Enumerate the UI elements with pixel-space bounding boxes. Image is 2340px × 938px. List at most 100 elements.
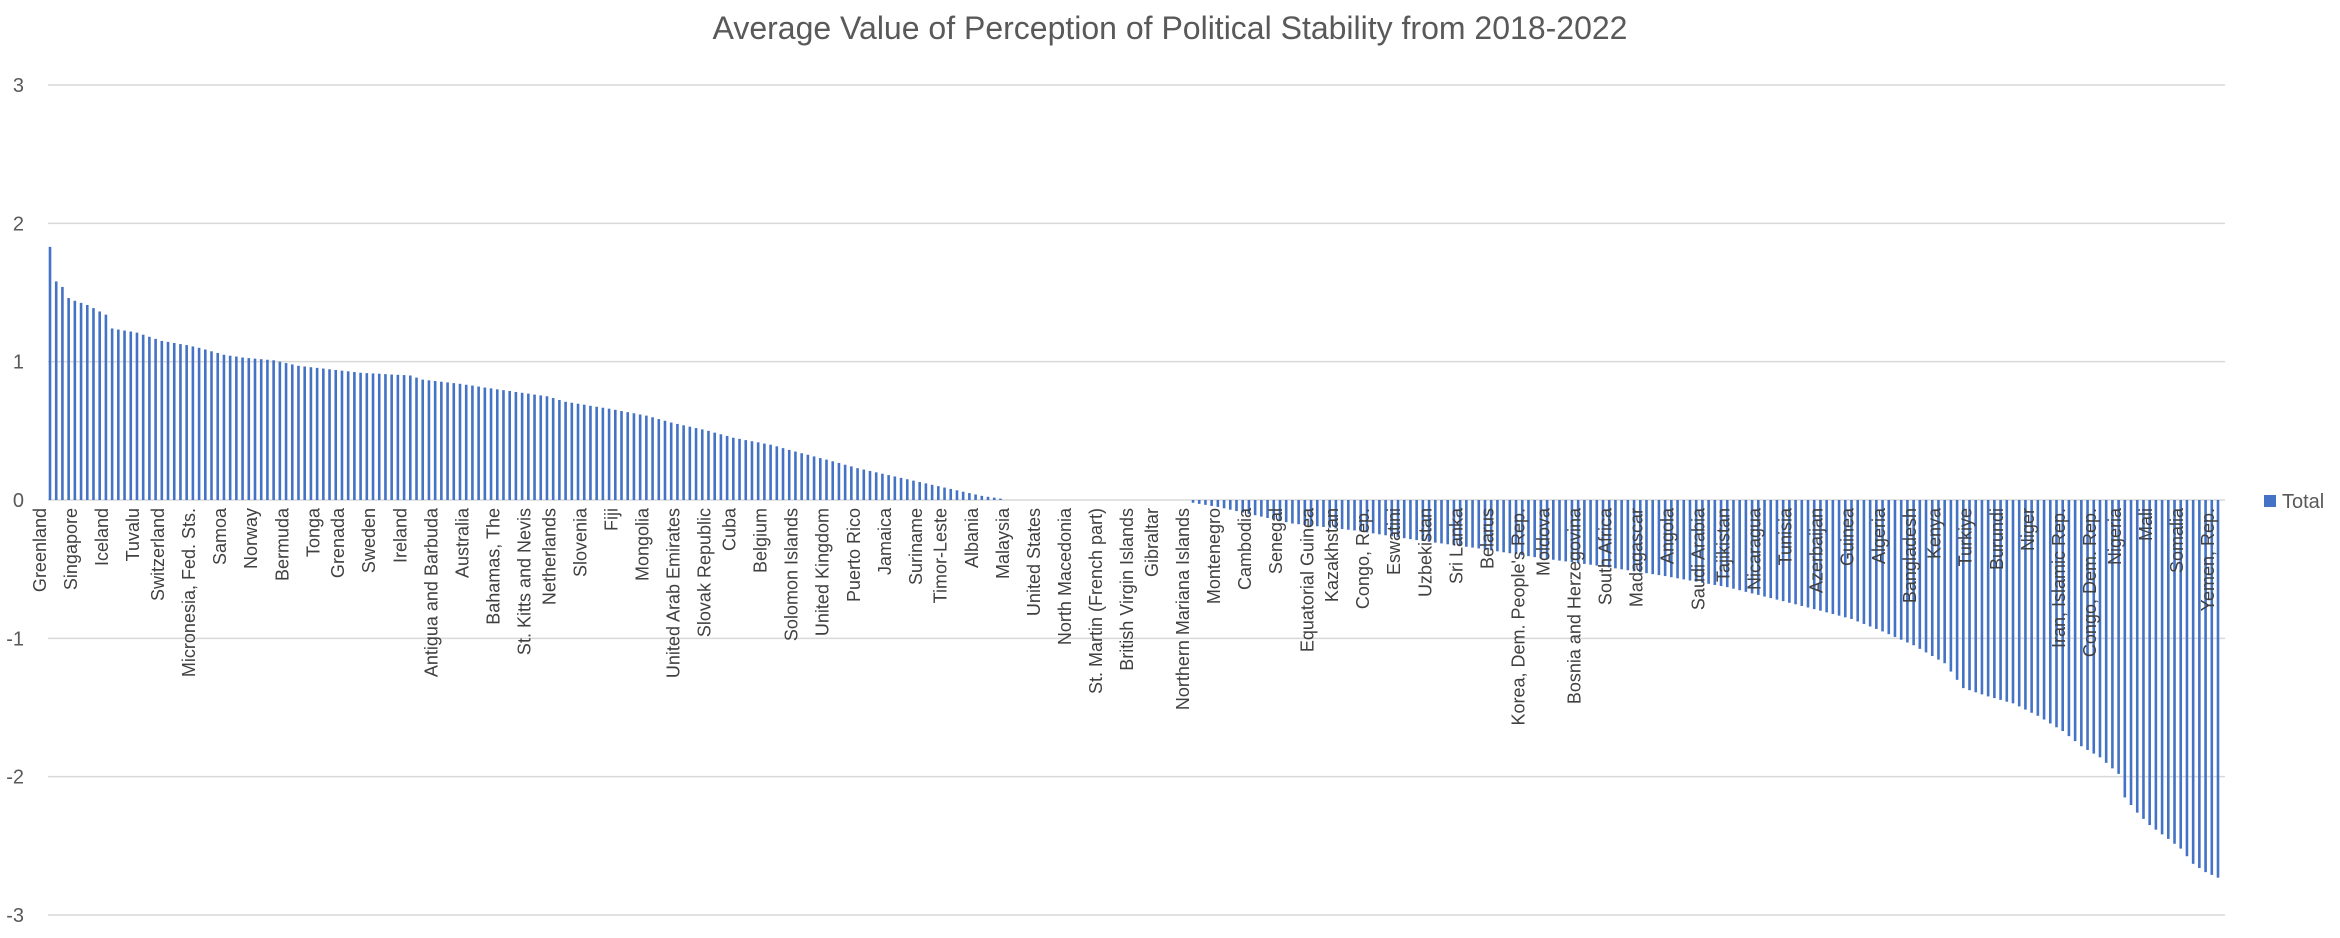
bar — [110, 328, 114, 500]
bar — [1322, 500, 1325, 527]
bar — [415, 377, 418, 500]
bar — [527, 393, 530, 500]
bar — [725, 435, 729, 500]
bar — [589, 405, 592, 500]
bar — [2216, 500, 2220, 878]
bar — [1819, 500, 1822, 611]
category-label: Uzbekistan — [1415, 508, 1435, 597]
category-label: Montenegro — [1204, 508, 1224, 604]
category-label: Albania — [962, 507, 982, 568]
bar — [533, 394, 536, 500]
bar — [1278, 500, 1282, 521]
bar — [353, 372, 356, 500]
bar — [2036, 500, 2040, 716]
bar — [477, 386, 480, 500]
chart-title: Average Value of Perception of Political… — [712, 10, 1628, 46]
bar — [216, 352, 220, 500]
bar — [1843, 500, 1847, 618]
bar — [1719, 500, 1723, 587]
bar — [1427, 500, 1431, 542]
bar — [1937, 500, 1940, 660]
bar — [1651, 500, 1654, 575]
bar — [1912, 500, 1915, 646]
bar — [148, 336, 151, 500]
bar — [2185, 500, 2189, 857]
bar — [48, 246, 52, 500]
bar — [427, 380, 431, 500]
bar — [1657, 500, 1661, 576]
bar — [253, 358, 257, 500]
bar — [868, 470, 872, 500]
bar — [1446, 500, 1450, 545]
bar — [340, 370, 344, 500]
bar — [1309, 500, 1313, 526]
bar — [607, 408, 611, 500]
bar — [1452, 500, 1456, 546]
bar — [707, 430, 710, 500]
bar — [1353, 500, 1356, 531]
bar — [912, 480, 915, 500]
bar — [440, 381, 443, 500]
bar — [1570, 500, 1574, 563]
category-label: Mongolia — [633, 507, 653, 581]
bar — [1788, 500, 1791, 603]
category-label: United States — [1024, 508, 1044, 616]
category-label: Greenland — [30, 508, 50, 592]
category-label: Timor-Leste — [931, 508, 951, 603]
bar — [1520, 500, 1524, 556]
bar — [1744, 500, 1748, 592]
category-label: Yemen, Rep. — [2198, 508, 2218, 611]
bar — [1887, 500, 1891, 635]
bar — [657, 419, 661, 500]
category-label: Belgium — [751, 508, 771, 573]
bar — [1881, 500, 1884, 632]
bar — [837, 462, 841, 500]
bar — [595, 406, 598, 500]
bar — [1688, 500, 1692, 581]
category-label: Angola — [1658, 507, 1678, 564]
bar — [787, 449, 791, 500]
bar — [1862, 500, 1866, 624]
bar — [713, 432, 716, 500]
bar — [266, 359, 269, 500]
bar — [1396, 500, 1400, 538]
category-label: Equatorial Guinea — [1297, 507, 1317, 652]
bar — [980, 495, 984, 500]
bar — [1713, 500, 1717, 585]
bar — [2042, 500, 2046, 720]
bar — [303, 366, 306, 500]
bar — [1371, 500, 1375, 534]
bar — [1365, 500, 1369, 533]
bar — [1222, 500, 1226, 509]
category-label: Turkiye — [1956, 508, 1976, 566]
bar — [974, 494, 977, 500]
bar — [930, 484, 934, 500]
bar — [471, 385, 474, 500]
bar — [1725, 500, 1729, 588]
category-label: Bermuda — [272, 507, 292, 581]
bar — [2123, 500, 2127, 798]
bar — [402, 375, 406, 500]
bar — [893, 476, 897, 500]
bar — [676, 423, 679, 500]
bar — [61, 286, 64, 500]
y-tick-label: -3 — [6, 905, 24, 927]
bar — [377, 373, 381, 500]
bar — [1794, 500, 1797, 605]
bar — [887, 475, 890, 500]
bar — [2129, 500, 2133, 806]
bar — [1489, 500, 1493, 551]
bar — [2167, 500, 2170, 839]
bar — [1775, 500, 1779, 600]
category-label: St. Martin (French part) — [1086, 508, 1106, 694]
category-label: Northern Mariana Islands — [1173, 508, 1193, 710]
bar — [2073, 500, 2077, 742]
y-tick-label: 0 — [13, 490, 24, 512]
bar — [1508, 500, 1512, 554]
bar — [700, 429, 704, 500]
bar — [1440, 500, 1443, 544]
bar — [1433, 500, 1437, 543]
bar — [682, 425, 685, 500]
bar — [1496, 500, 1499, 552]
